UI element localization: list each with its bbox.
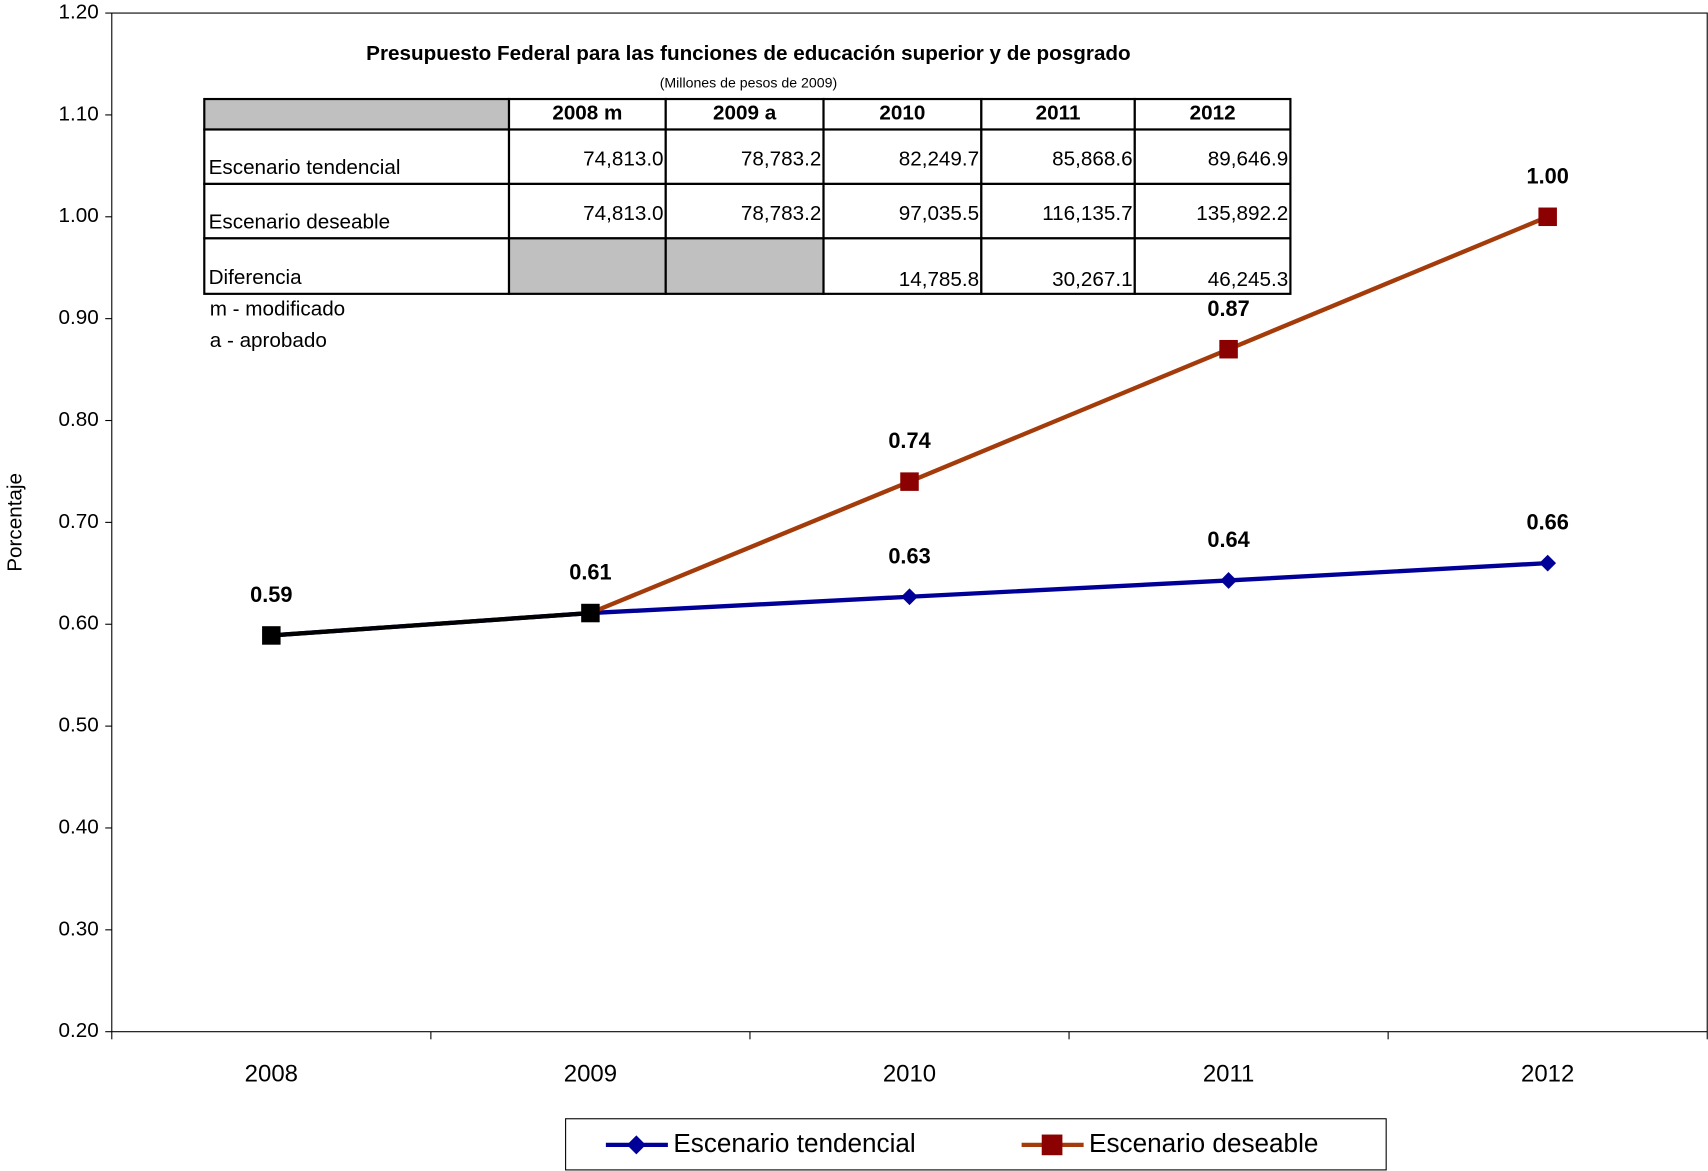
series-line-segment [908,347,1230,484]
x-tick-label: 2008 [245,1061,298,1088]
table-header-cell [664,97,825,131]
table-value: 74,813.0 [583,202,663,225]
x-tick-label: 2011 [1203,1061,1254,1088]
data-point [262,626,281,645]
x-tick-label: 2010 [883,1061,936,1088]
data-label: 0.74 [888,428,930,453]
table-row-label: Escenario deseable [209,211,390,234]
table-row-label: Escenario tendencial [209,156,401,179]
data-point [581,603,600,623]
table-corner-cell [203,97,511,131]
data-point [1539,554,1557,572]
table-value: 135,892.2 [1196,202,1288,225]
y-tick-label: 0.20 [59,1019,99,1042]
table-cell [664,237,825,295]
data-point [1220,572,1237,589]
data-label: 0.61 [569,560,611,585]
y-tick-label: 1.10 [59,102,99,125]
table-value: 30,267.1 [1052,268,1132,291]
table-cell [664,182,825,240]
table-subtitle: (Millones de pesos de 2009) [660,75,837,91]
legend-box [565,1118,1387,1171]
legend-marker [1041,1134,1063,1156]
data-label: 0.59 [250,582,292,607]
table-header-cell [980,97,1136,131]
legend-label: Escenario tendencial [673,1128,915,1158]
table-row-label: Diferencia [209,266,303,289]
table-value: 46,245.3 [1208,268,1288,291]
table-cell [507,182,667,240]
table-header: 2012 [1190,102,1236,125]
legend-label: Escenario deseable [1089,1128,1318,1158]
table-value: 78,783.2 [741,147,821,170]
data-label: 0.63 [888,543,930,568]
table-value: 97,035.5 [899,202,979,225]
table-value: 78,783.2 [741,202,821,225]
data-point [1538,207,1557,227]
table-cell [507,237,667,295]
series-line-segment [1227,214,1549,352]
table-value: 14,785.8 [899,268,979,291]
table-cell [980,128,1136,186]
series-line-segment [271,610,591,638]
y-tick-label: 1.20 [59,1,99,24]
table-cell [203,128,511,186]
table-header: 2010 [879,102,925,125]
y-tick-label: 0.50 [59,714,99,737]
x-tick-label: 2009 [564,1061,617,1088]
table-header: 2011 [1036,102,1081,125]
y-axis-label: Porcentaje [3,473,26,572]
table-value: 82,249.7 [899,147,979,170]
data-point [900,472,919,491]
data-label: 0.66 [1527,510,1569,535]
table-cell [822,237,983,295]
data-point [1219,339,1238,359]
y-tick-label: 0.40 [59,815,99,838]
table-cell [664,128,825,186]
x-tick-label: 2012 [1521,1061,1574,1088]
legend-marker [626,1135,646,1155]
table-cell [1133,128,1292,186]
table-cell [822,182,983,240]
y-tick-label: 0.80 [59,408,99,431]
y-tick-label: 0.60 [59,612,99,635]
series-line-segment [589,479,911,616]
table-cell [980,237,1136,295]
data-point [901,588,918,606]
y-tick-label: 0.90 [59,306,99,329]
table-value: 85,868.6 [1052,147,1132,170]
table-cell [1133,237,1292,295]
table-title: Presupuesto Federal para las funciones d… [366,42,1131,65]
table-value: 74,813.0 [583,147,663,170]
table-note: a - aprobado [210,329,327,352]
data-label: 1.00 [1527,163,1569,188]
table-cell [203,182,511,240]
table-note: m - modificado [210,298,345,321]
y-tick-label: 1.00 [59,204,99,227]
y-tick-label: 0.70 [59,510,99,533]
table-header: 2008 m [552,102,622,125]
y-tick-label: 0.30 [59,917,99,940]
table-header: 2009 a [713,102,777,125]
data-label: 0.87 [1207,296,1249,321]
table-cell [822,128,983,186]
data-label: 0.64 [1207,527,1249,552]
table-value: 89,646.9 [1208,147,1288,170]
table-value: 116,135.7 [1042,202,1132,225]
